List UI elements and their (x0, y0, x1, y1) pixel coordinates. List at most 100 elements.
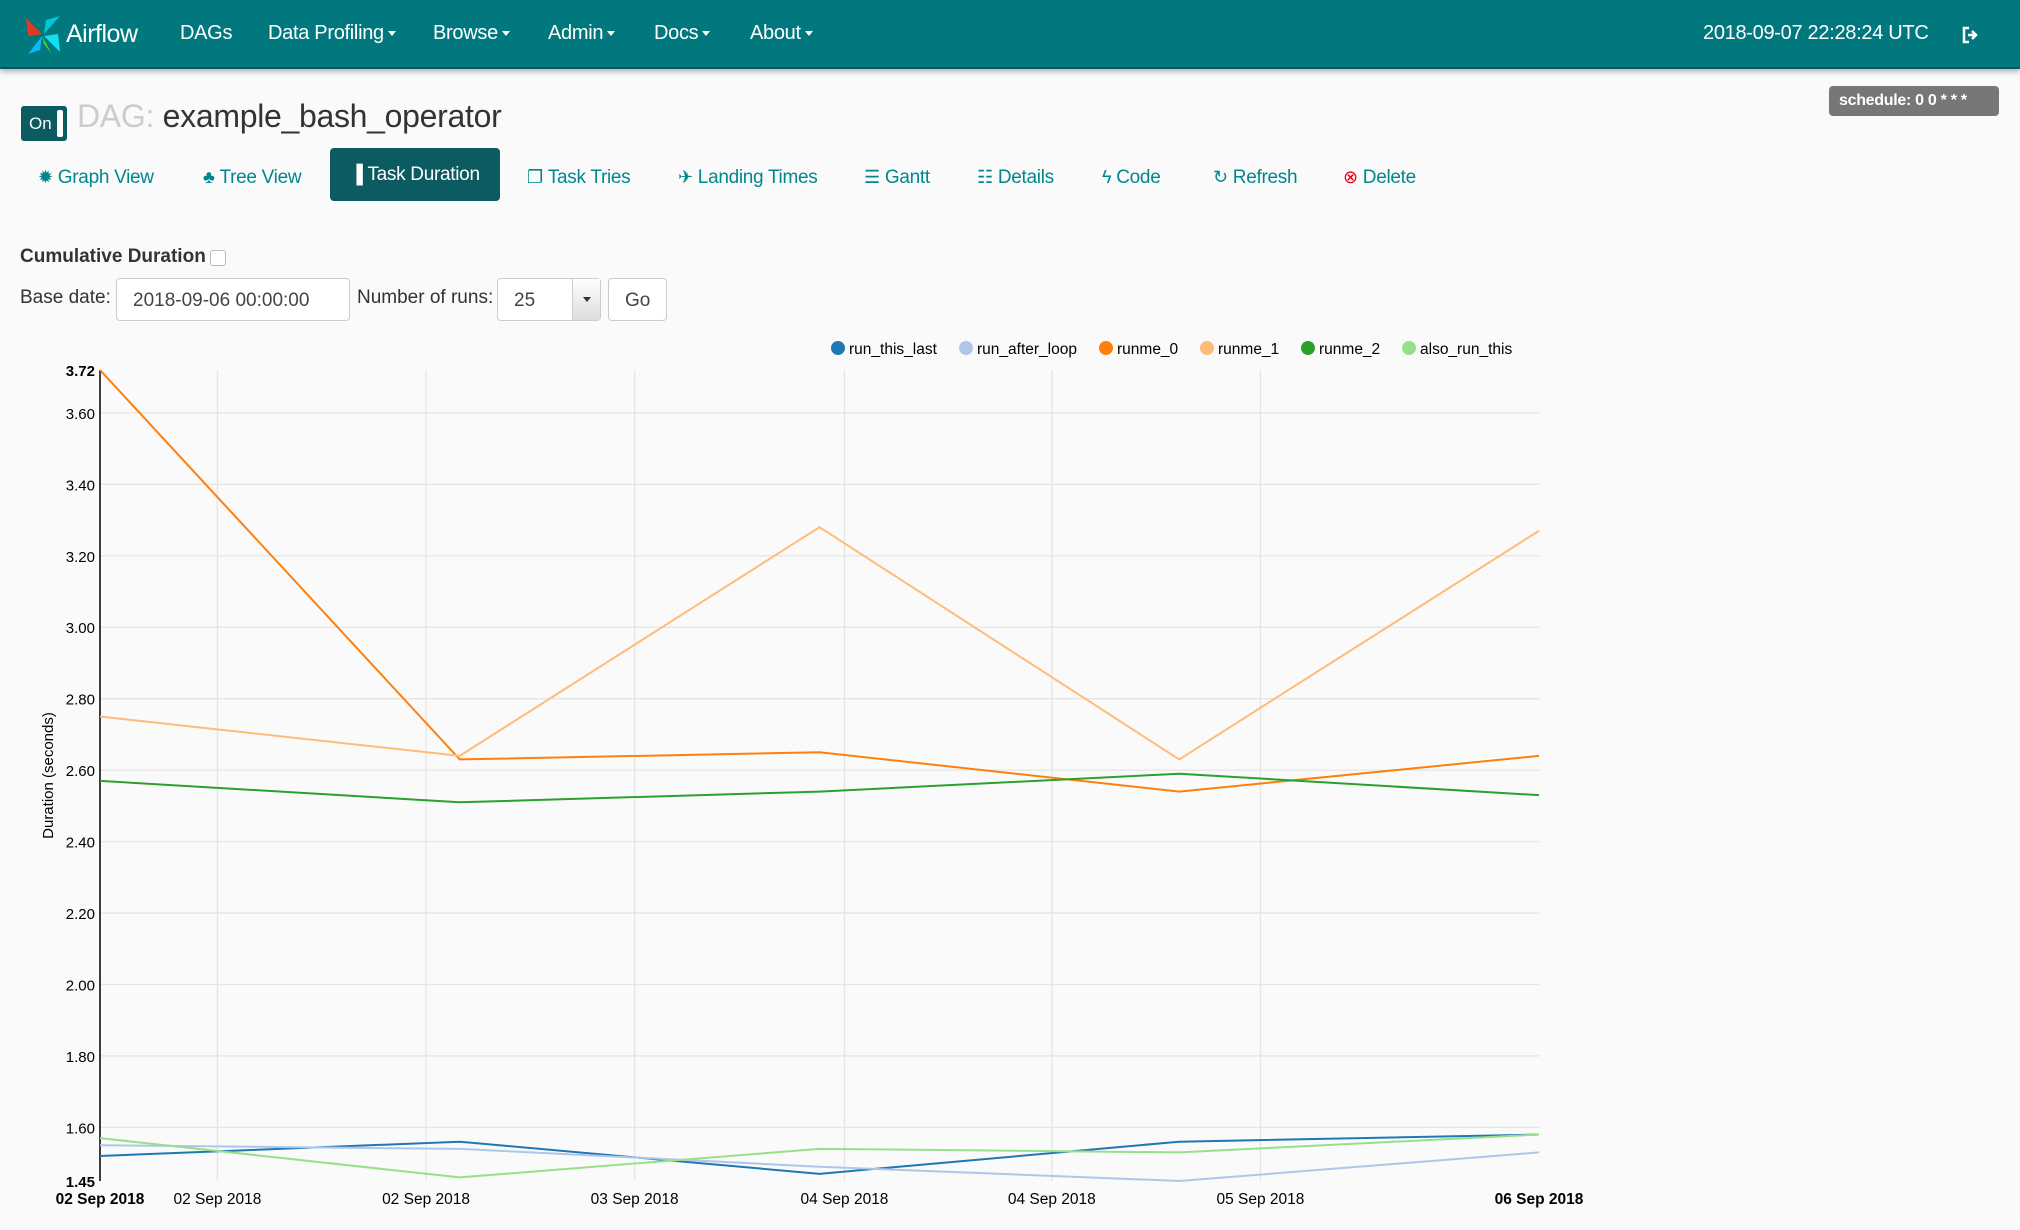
legend-swatch (1099, 341, 1113, 355)
brand[interactable]: Airflow (66, 20, 138, 48)
nav-docs[interactable]: Docs (654, 22, 711, 45)
legend-item-run_this_last[interactable]: run_this_last (831, 341, 938, 358)
number-of-runs-label: Number of runs: (357, 287, 494, 308)
caret-down-icon (387, 31, 396, 37)
y-tick-label: 1.45 (66, 1174, 95, 1191)
legend-label: runme_2 (1319, 341, 1380, 358)
tab-label: Code (1116, 167, 1161, 188)
y-tick-label: 3.00 (66, 620, 95, 637)
legend-item-runme_2[interactable]: runme_2 (1301, 341, 1380, 358)
tab-label: Task Duration (367, 164, 480, 185)
flash-icon: ϟ (1102, 167, 1112, 187)
clock: 2018-09-07 22:28:24 UTC (1703, 22, 1929, 44)
tab-landing-times[interactable]: ✈ Landing Times (678, 164, 818, 190)
remove-circle-icon: ⊗ (1343, 167, 1358, 187)
tab-task-tries[interactable]: ❐ Task Tries (527, 164, 631, 190)
align-left-icon: ☰ (864, 167, 880, 187)
tab-label: Details (997, 167, 1054, 188)
cumulative-duration-label: Cumulative Duration (20, 246, 206, 267)
tab-label: Landing Times (697, 167, 818, 188)
tab-details[interactable]: ☷ Details (977, 164, 1054, 190)
nav-dags[interactable]: DAGs (180, 22, 232, 45)
tree-icon: ♣ (203, 167, 215, 187)
navbar: Airflow DAGs Data Profiling Browse Admin… (0, 0, 2020, 69)
legend-label: also_run_this (1420, 341, 1512, 358)
tab-delete[interactable]: ⊗ Delete (1343, 164, 1416, 190)
y-tick-label: 2.00 (66, 978, 95, 995)
nav-admin[interactable]: Admin (548, 22, 616, 45)
dag-name: example_bash_operator (162, 98, 502, 134)
certificate-icon: ✹ (38, 167, 53, 187)
refresh-icon: ↻ (1213, 167, 1228, 187)
tab-label: Gantt (884, 167, 930, 188)
sign-out-icon[interactable] (1960, 25, 1980, 45)
y-tick-label: 3.60 (66, 406, 95, 423)
legend-label: run_this_last (849, 341, 938, 358)
base-date-label: Base date: (20, 287, 111, 308)
legend-label: runme_0 (1117, 341, 1179, 358)
series-line-run_this_last (99, 1133, 1540, 1175)
legend-item-run_after_loop[interactable]: run_after_loop (959, 341, 1077, 358)
legend-item-also_run_this[interactable]: also_run_this (1402, 341, 1512, 358)
caret-down-icon (572, 279, 600, 320)
page-title: DAG: example_bash_operator (77, 98, 502, 135)
tab-graph-view[interactable]: ✹ Graph View (38, 164, 154, 190)
dag-prefix: DAG: (77, 98, 155, 134)
y-tick-label: 3.20 (66, 549, 95, 566)
caret-down-icon (607, 31, 616, 37)
series-line-runme_2 (99, 772, 1540, 804)
nav-label: DAGs (180, 22, 233, 44)
go-button[interactable]: Go (608, 278, 667, 321)
tab-label: Delete (1362, 167, 1416, 188)
legend-swatch (1402, 341, 1416, 355)
tab-code[interactable]: ϟ Code (1102, 164, 1161, 190)
schedule-badge: schedule: 0 0 * * * (1829, 86, 1999, 116)
number-of-runs-select[interactable]: 25 (497, 278, 601, 321)
nav-browse[interactable]: Browse (433, 22, 510, 45)
list-icon: ☷ (977, 167, 993, 187)
tab-label: Tree View (219, 167, 302, 188)
caret-down-icon (702, 31, 711, 37)
y-tick-label: 2.20 (66, 906, 95, 923)
legend-item-runme_1[interactable]: runme_1 (1200, 341, 1279, 358)
nav-data-profiling[interactable]: Data Profiling (268, 22, 396, 45)
runs-value: 25 (514, 290, 536, 311)
series-line-runme_0 (99, 369, 1540, 793)
nav-label: Docs (654, 22, 699, 44)
cumulative-duration-checkbox[interactable] (210, 250, 226, 266)
nav-label: Browse (433, 22, 498, 44)
x-tick-label: 04 Sep 2018 (1008, 1191, 1096, 1208)
plane-icon: ✈ (678, 167, 693, 187)
legend-item-runme_0[interactable]: runme_0 (1099, 341, 1179, 358)
y-tick-label: 2.40 (66, 835, 95, 852)
tab-gantt[interactable]: ☰ Gantt (864, 164, 930, 190)
dag-on-toggle[interactable]: On (21, 106, 67, 141)
nav-about[interactable]: About (750, 22, 813, 45)
x-tick-label: 02 Sep 2018 (173, 1191, 261, 1208)
y-tick-label: 1.60 (66, 1120, 95, 1137)
tab-task-duration[interactable]: ▐ Task Duration (330, 148, 500, 201)
tab-refresh[interactable]: ↻ Refresh (1213, 164, 1298, 190)
legend-swatch (959, 341, 973, 355)
y-tick-label: 3.72 (66, 363, 95, 380)
y-tick-label: 1.80 (66, 1049, 95, 1066)
legend-swatch (831, 341, 845, 355)
x-tick-label: 05 Sep 2018 (1216, 1191, 1304, 1208)
y-axis-label: Duration (seconds) (40, 712, 57, 839)
x-tick-label: 02 Sep 2018 (382, 1191, 470, 1208)
legend-label: run_after_loop (977, 341, 1077, 358)
tab-tree-view[interactable]: ♣ Tree View (203, 164, 302, 190)
y-tick-label: 3.40 (66, 477, 95, 494)
tab-label: Graph View (57, 167, 154, 188)
nav-label: About (750, 22, 801, 44)
x-tick-label: 03 Sep 2018 (591, 1191, 679, 1208)
x-tick-label: 04 Sep 2018 (801, 1191, 889, 1208)
caret-down-icon (804, 31, 813, 37)
legend-swatch (1301, 341, 1315, 355)
base-date-input[interactable]: 2018-09-06 00:00:00 (116, 278, 350, 321)
x-tick-label: 02 Sep 2018 (56, 1191, 145, 1208)
y-tick-label: 2.80 (66, 692, 95, 709)
airflow-logo[interactable] (22, 14, 64, 56)
files-icon: ❐ (527, 167, 543, 187)
tab-label: Refresh (1232, 167, 1298, 188)
